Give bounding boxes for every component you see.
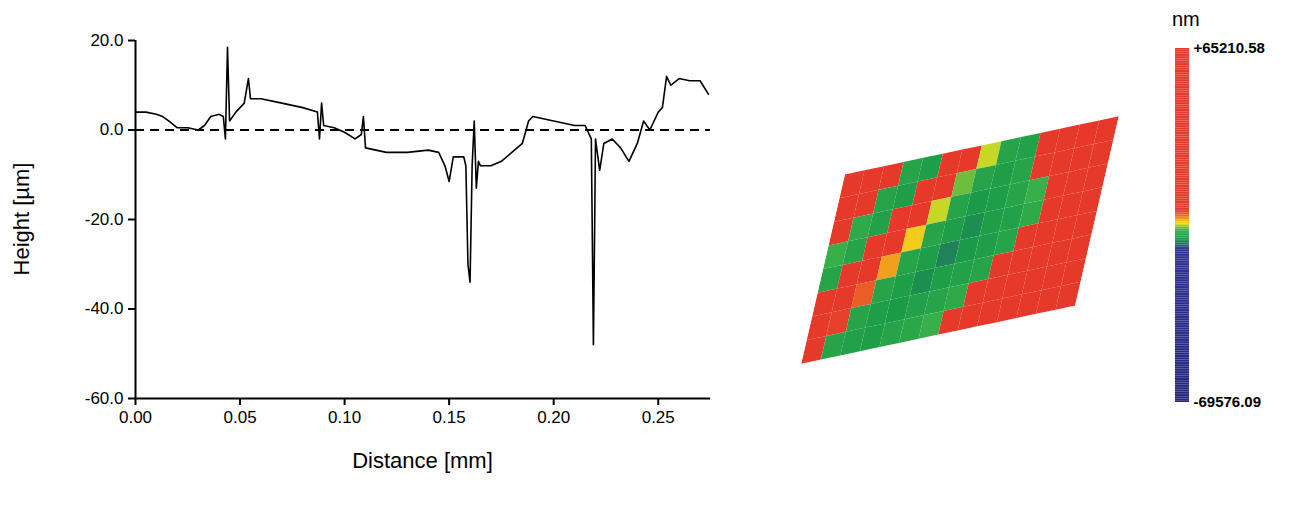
- svg-text:0.00: 0.00: [119, 408, 152, 427]
- svg-text:-20.0: -20.0: [85, 210, 124, 229]
- html-text:nm: nm: [1172, 8, 1200, 30]
- svg-text:-69576.09: -69576.09: [1194, 393, 1262, 410]
- svg-text:-40.0: -40.0: [85, 299, 124, 318]
- svg-text:20.0: 20.0: [90, 31, 123, 50]
- html-text:Height [µm]: Height [µm]: [9, 162, 34, 276]
- svg-text:0.0: 0.0: [100, 120, 124, 139]
- html-text:Distance [mm]: Distance [mm]: [352, 448, 493, 473]
- svg-text:0.20: 0.20: [537, 408, 570, 427]
- svg-text:0.25: 0.25: [642, 408, 675, 427]
- svg-text:+65210.58: +65210.58: [1194, 39, 1265, 56]
- svg-text:0.15: 0.15: [433, 408, 466, 427]
- svg-text:-60.0: -60.0: [85, 389, 124, 408]
- svg-text:0.05: 0.05: [223, 408, 256, 427]
- svg-text:0.10: 0.10: [328, 408, 361, 427]
